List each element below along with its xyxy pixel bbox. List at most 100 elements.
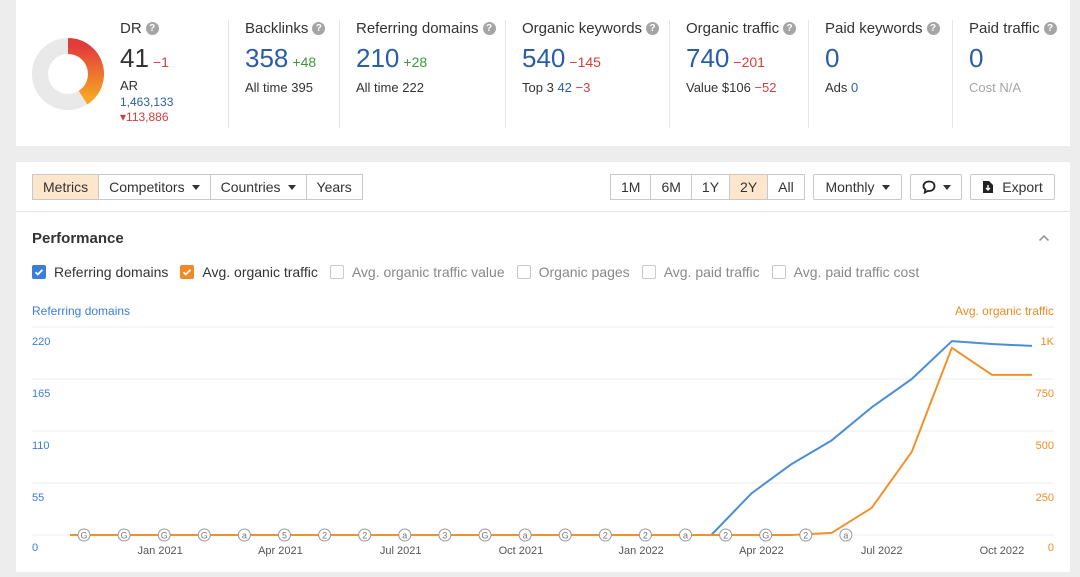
annotation-marker bbox=[558, 528, 572, 542]
performance-chart[interactable]: 0 0 55 250 110 500 165 750 220 1K Jan 2021 Apr 2021… bbox=[16, 312, 1070, 567]
annotation-marker bbox=[237, 528, 251, 542]
ref-domains-value[interactable]: 210 bbox=[356, 43, 400, 73]
legend-avg-paid-traffic[interactable]: Avg. paid traffic bbox=[641, 264, 760, 280]
range-1m[interactable]: 1M bbox=[610, 174, 652, 200]
paid-keywords-value[interactable]: 0 bbox=[825, 43, 840, 73]
help-icon[interactable]: ? bbox=[646, 22, 660, 35]
referring-domains-line bbox=[70, 340, 1033, 536]
chevron-up-icon[interactable] bbox=[1038, 232, 1050, 244]
ar-label: AR bbox=[120, 78, 139, 93]
checkbox-checked-icon[interactable] bbox=[180, 265, 195, 279]
backlinks-label: Backlinks bbox=[245, 20, 309, 37]
annotation-marker bbox=[197, 528, 211, 542]
organic-traffic-delta: −201 bbox=[733, 54, 765, 70]
legend-label: Avg. paid traffic cost bbox=[793, 264, 920, 280]
organic-keywords-value[interactable]: 540 bbox=[522, 43, 566, 73]
annotation-marker bbox=[398, 528, 412, 542]
help-icon[interactable]: ? bbox=[145, 22, 159, 35]
help-icon[interactable]: ? bbox=[783, 22, 797, 35]
divider bbox=[669, 20, 670, 128]
x-tick-label: Jul 2022 bbox=[861, 545, 903, 557]
annotation-marker bbox=[679, 528, 692, 542]
paid-traffic-value[interactable]: 0 bbox=[969, 43, 984, 73]
legend-avg-paid-traffic-cost[interactable]: Avg. paid traffic cost bbox=[771, 264, 920, 280]
y-right-tick-label: 750 bbox=[1036, 388, 1054, 400]
annotation-marker bbox=[438, 528, 452, 542]
chevron-down-icon bbox=[881, 184, 890, 190]
annotation-marker bbox=[799, 528, 813, 542]
ar-delta: 113,886 bbox=[126, 110, 169, 124]
x-tick-label: Apr 2022 bbox=[739, 545, 784, 557]
annotation-marker bbox=[478, 528, 492, 542]
range-2y[interactable]: 2Y bbox=[730, 174, 769, 200]
legend-avg-organic-traffic-value[interactable]: Avg. organic traffic value bbox=[329, 264, 505, 280]
backlinks-sub-label: All time bbox=[245, 80, 288, 95]
export-button[interactable]: Export bbox=[970, 174, 1055, 200]
legend-label: Avg. paid traffic bbox=[663, 264, 760, 280]
annotation-label: 2 bbox=[643, 531, 648, 541]
annotation-marker bbox=[157, 528, 171, 542]
chevron-down-icon bbox=[287, 184, 296, 190]
annotation-label: a bbox=[402, 531, 407, 541]
legend-label: Avg. organic traffic value bbox=[351, 264, 505, 280]
legend-avg-organic-traffic[interactable]: Avg. organic traffic bbox=[180, 264, 318, 280]
divider bbox=[505, 20, 506, 128]
annotation-label: G bbox=[121, 531, 128, 541]
legend-label: Organic pages bbox=[538, 264, 630, 280]
dr-metric: DR? 41 −1 AR 1,463,133 ▾113,886 bbox=[120, 20, 173, 124]
legend-referring-domains[interactable]: Referring domains bbox=[32, 264, 168, 280]
cost-value: N/A bbox=[999, 80, 1022, 95]
paid-traffic-label: Paid traffic bbox=[969, 20, 1040, 37]
tab-competitors[interactable]: Competitors bbox=[99, 174, 211, 200]
dr-delta: −1 bbox=[152, 54, 169, 70]
legend-label: Referring domains bbox=[54, 264, 169, 280]
interval-dropdown[interactable]: Monthly bbox=[813, 174, 902, 200]
paid-keywords-metric: Paid keywords? 0 Ads 0 bbox=[825, 20, 940, 95]
checkbox-checked-icon[interactable] bbox=[32, 265, 46, 279]
y-left-tick-label: 165 bbox=[32, 388, 50, 400]
range-1y[interactable]: 1Y bbox=[691, 174, 731, 200]
dr-value: 41 bbox=[120, 43, 149, 73]
tab-years[interactable]: Years bbox=[306, 174, 363, 200]
ar-value[interactable]: 1,463,133 bbox=[120, 95, 174, 109]
backlinks-metric: Backlinks? 358 +48 All time 395 bbox=[245, 20, 326, 95]
help-icon[interactable]: ? bbox=[1043, 22, 1057, 35]
annotations-dropdown[interactable] bbox=[910, 174, 962, 200]
help-icon[interactable]: ? bbox=[926, 22, 940, 35]
annotation-marker bbox=[518, 528, 532, 542]
x-tick-label: Oct 2022 bbox=[980, 545, 1025, 557]
checkbox-unchecked-icon[interactable] bbox=[516, 265, 531, 279]
annotation-marker bbox=[719, 528, 733, 542]
annotation-label: 2 bbox=[603, 531, 608, 541]
help-icon[interactable]: ? bbox=[482, 22, 496, 35]
dr-label: DR bbox=[120, 20, 142, 37]
annotation-label: 5 bbox=[282, 531, 287, 541]
annotation-marker bbox=[318, 528, 332, 542]
range-all[interactable]: All bbox=[768, 174, 805, 200]
x-tick-label: Jan 2022 bbox=[619, 545, 664, 557]
tab-countries[interactable]: Countries bbox=[210, 174, 307, 200]
help-icon[interactable]: ? bbox=[312, 22, 326, 35]
checkbox-unchecked-icon[interactable] bbox=[641, 265, 656, 279]
comment-icon bbox=[922, 180, 935, 194]
y-left-tick-label: 110 bbox=[32, 440, 50, 452]
right-axis-title: Avg. organic traffic bbox=[955, 304, 1054, 318]
legend-organic-pages[interactable]: Organic pages bbox=[516, 264, 630, 280]
range-6m[interactable]: 6M bbox=[651, 174, 692, 200]
traffic-value-delta: −52 bbox=[754, 80, 777, 95]
x-tick-label: Jan 2021 bbox=[138, 545, 183, 557]
divider bbox=[339, 20, 340, 128]
annotation-label: 2 bbox=[322, 531, 327, 541]
annotation-label: 2 bbox=[362, 531, 367, 541]
ads-value[interactable]: 0 bbox=[851, 80, 859, 95]
performance-card: Metrics Competitors Countries Years 1M 6… bbox=[16, 162, 1070, 572]
checkbox-unchecked-icon[interactable] bbox=[329, 265, 344, 279]
top3-value[interactable]: 42 bbox=[557, 80, 572, 95]
backlinks-value[interactable]: 358 bbox=[245, 43, 289, 73]
tab-metrics[interactable]: Metrics bbox=[32, 174, 100, 200]
annotation-marker bbox=[77, 528, 91, 542]
checkbox-unchecked-icon[interactable] bbox=[771, 265, 786, 279]
ref-domains-metric: Referring domains? 210 +28 All time 222 bbox=[356, 20, 496, 95]
organic-traffic-value[interactable]: 740 bbox=[686, 43, 730, 73]
ref-domains-delta: +28 bbox=[403, 54, 428, 70]
